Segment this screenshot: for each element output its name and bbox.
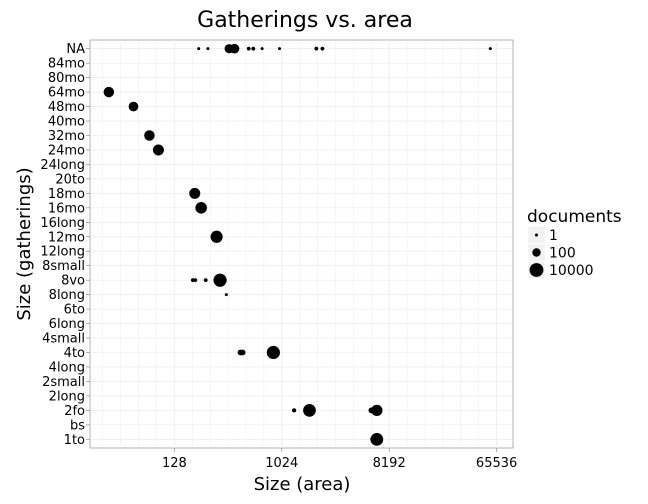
y-tick-label: 12long — [40, 245, 85, 260]
data-point — [320, 46, 325, 51]
y-tick-label: 80mo — [48, 71, 85, 86]
data-point — [128, 101, 139, 112]
data-point — [152, 144, 164, 156]
y-tick-label: 84mo — [48, 57, 85, 72]
x-tick-label: 128 — [162, 456, 187, 471]
y-tick-label: 2fo — [64, 404, 85, 419]
y-tick-label: 6long — [49, 317, 85, 332]
y-tick-label: 48mo — [48, 100, 85, 115]
data-point — [195, 202, 207, 214]
chart-title: Gatherings vs. area — [197, 8, 413, 33]
plot-panel — [89, 39, 514, 449]
y-tick-label: 12mo — [48, 230, 85, 245]
data-point — [103, 86, 115, 98]
data-point — [189, 187, 201, 199]
y-axis-label: Size (gatherings) — [14, 167, 35, 320]
y-tick-label: 8small — [42, 259, 85, 274]
legend-label: 10000 — [549, 263, 594, 279]
data-point — [266, 345, 280, 360]
y-tick-label: bs — [70, 418, 85, 433]
y-tick-label: 16mo — [48, 201, 85, 216]
data-point — [203, 278, 208, 283]
x-axis-label: Size (area) — [254, 474, 351, 495]
data-point — [260, 47, 264, 51]
y-tick-label: 20to — [55, 172, 85, 187]
y-tick-label: 18mo — [48, 187, 85, 202]
y-tick-label: 64mo — [48, 86, 85, 101]
y-tick-label: 4to — [64, 346, 85, 361]
legend-label: 100 — [549, 246, 576, 262]
data-point — [370, 432, 384, 446]
x-tick-label: 8192 — [373, 456, 406, 471]
x-tick-labels: 128 1024 8192 65536 — [162, 448, 517, 471]
y-tick-label: 24mo — [48, 143, 85, 158]
data-point — [314, 46, 319, 51]
x-tick-label: 65536 — [476, 456, 517, 471]
data-points — [103, 43, 492, 446]
y-tick-label: 4small — [42, 332, 85, 347]
y-tick-label: 4long — [49, 360, 85, 375]
data-point — [210, 230, 223, 243]
legend-symbol — [535, 233, 538, 237]
y-tick-label: 40mo — [48, 115, 85, 130]
data-point — [291, 408, 297, 413]
data-point — [371, 404, 383, 417]
y-tick-label: 8long — [49, 288, 85, 303]
data-point — [239, 349, 246, 356]
data-point — [206, 47, 210, 51]
data-point — [488, 47, 492, 51]
data-point — [278, 47, 282, 51]
y-tick-label: 1to — [64, 433, 85, 448]
data-point — [193, 278, 198, 283]
data-point — [224, 293, 228, 297]
y-tick-label: NA — [66, 42, 85, 57]
data-point — [303, 404, 316, 417]
y-tick-label: 2long — [49, 389, 85, 404]
data-point — [251, 46, 256, 51]
y-tick-labels: 1tobs2fo2long2small4long4to4small6long6t… — [40, 42, 90, 448]
data-point — [229, 43, 240, 54]
x-tick-label: 1024 — [265, 456, 298, 471]
data-point — [213, 273, 227, 287]
y-tick-label: 2small — [42, 375, 85, 390]
y-tick-label: 16long — [40, 216, 85, 231]
y-tick-label: 6to — [64, 303, 85, 318]
legend-symbol — [529, 263, 544, 277]
grid-lines — [90, 40, 513, 448]
y-tick-label: 32mo — [48, 129, 85, 144]
legend-symbol — [532, 248, 541, 257]
legend-label: 1 — [549, 228, 558, 244]
data-point — [144, 130, 155, 141]
y-tick-label: 24long — [40, 158, 85, 173]
data-point — [197, 47, 201, 51]
legend-title: documents — [527, 207, 622, 227]
data-point — [246, 46, 251, 51]
y-tick-label: 8vo — [61, 274, 85, 289]
